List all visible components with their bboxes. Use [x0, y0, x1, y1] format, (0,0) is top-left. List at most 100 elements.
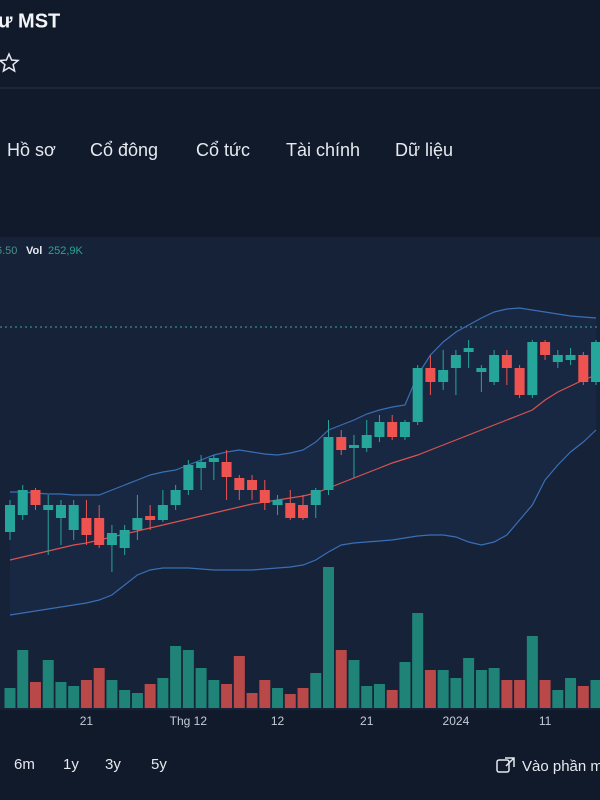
candle-body: [336, 437, 347, 450]
volume-bar: [297, 688, 309, 708]
candle-body: [489, 355, 500, 382]
volume-bar: [450, 678, 462, 708]
x-tick-label: 21: [360, 714, 374, 728]
legend-volume: 252,9K: [48, 245, 84, 257]
stock-title: ư MST: [0, 10, 60, 32]
volume-bar: [539, 680, 551, 708]
legend-volume-label: Vol: [26, 245, 42, 257]
candle-body: [399, 422, 410, 437]
legend-price: 6.50: [0, 245, 17, 257]
candle-body: [578, 355, 589, 382]
candle-body: [234, 478, 245, 490]
candle-body: [540, 342, 551, 355]
candle-body: [68, 505, 79, 530]
fullscreen-link[interactable]: Vào phần m: [522, 758, 600, 775]
volume-bar: [501, 680, 513, 708]
range-button[interactable]: 3y: [105, 756, 121, 773]
x-tick-label: 12: [271, 714, 285, 728]
candle-body: [221, 462, 232, 477]
icon-frame: [496, 759, 510, 773]
volume-bar: [552, 690, 564, 708]
volume-bar: [577, 686, 589, 708]
candle-body: [259, 490, 270, 503]
link-icon[interactable]: [496, 757, 515, 773]
tab[interactable]: Tài chính: [286, 140, 360, 160]
volume-bar: [526, 636, 538, 708]
candle-body: [438, 370, 449, 382]
candle-body: [552, 355, 563, 362]
candle-body: [450, 355, 461, 368]
volume-bar: [399, 662, 411, 708]
candle-body: [514, 368, 525, 395]
candle-body: [145, 516, 156, 520]
volume-bar: [348, 660, 360, 708]
x-tick-label: 2024: [443, 714, 470, 728]
candle-body: [208, 458, 219, 462]
candle-body: [463, 348, 474, 352]
volume-bar: [323, 567, 334, 708]
band-fill: [10, 308, 597, 615]
volume-bar: [233, 656, 245, 708]
tab[interactable]: Cổ đông: [90, 140, 158, 160]
volume-bar: [106, 680, 118, 708]
candle-body: [157, 505, 168, 520]
volume-bar: [373, 684, 385, 708]
candle-body: [106, 533, 117, 545]
candle-body: [591, 342, 600, 382]
candle-body: [310, 490, 321, 505]
x-tick-label: 21: [80, 714, 94, 728]
volume-bar: [208, 680, 220, 708]
candle-body: [387, 422, 398, 437]
volume-bar: [68, 686, 80, 708]
volume-bar: [55, 682, 67, 708]
volume-bar: [93, 668, 105, 708]
volume-bar: [361, 686, 373, 708]
volume-bar: [157, 678, 169, 708]
icon-arrow: [505, 757, 515, 767]
candle-body: [272, 500, 283, 505]
volume-bar: [386, 690, 398, 708]
volume-bar: [221, 684, 233, 708]
range-button[interactable]: 5y: [151, 756, 167, 773]
candle-body: [412, 368, 423, 422]
volume-bar: [4, 688, 16, 708]
candle-body: [348, 445, 359, 448]
volume-bar: [195, 668, 207, 708]
candle-body: [183, 465, 194, 490]
candle-body: [119, 530, 130, 548]
tab[interactable]: Dữ liệu: [395, 140, 453, 160]
tab[interactable]: Cổ tức: [196, 140, 250, 160]
candle-body: [298, 505, 309, 518]
volume-bar: [131, 693, 143, 708]
range-button[interactable]: 1y: [63, 756, 79, 773]
candle-body: [476, 368, 487, 372]
candle-body: [565, 355, 576, 360]
volume-bar: [412, 613, 424, 708]
range-buttons: 6m 1y 3y 5y: [14, 756, 167, 773]
indicator-line: [10, 307, 597, 496]
candle-body: [30, 490, 41, 505]
candle-body: [285, 503, 296, 518]
volume-bar: [475, 670, 487, 708]
candle-body: [43, 505, 54, 510]
candle-body: [527, 342, 538, 395]
volume-bar: [259, 680, 271, 708]
candle-body: [361, 435, 372, 448]
volume-bar: [42, 660, 54, 708]
volume-bar: [310, 673, 322, 708]
volume-bar: [463, 658, 475, 708]
volume-bar: [80, 680, 92, 708]
tab[interactable]: Hồ sơ: [7, 140, 56, 160]
favorite-star[interactable]: [0, 52, 20, 73]
range-button[interactable]: 6m: [14, 756, 35, 773]
candle-body: [247, 480, 258, 490]
x-tick-label: Thg 12: [170, 714, 208, 728]
volume-bar: [565, 678, 577, 708]
candle-body: [323, 437, 334, 490]
candle-body: [132, 518, 143, 530]
candle-body: [17, 490, 28, 515]
candle-body: [196, 462, 207, 468]
volume-bar: [182, 650, 194, 708]
